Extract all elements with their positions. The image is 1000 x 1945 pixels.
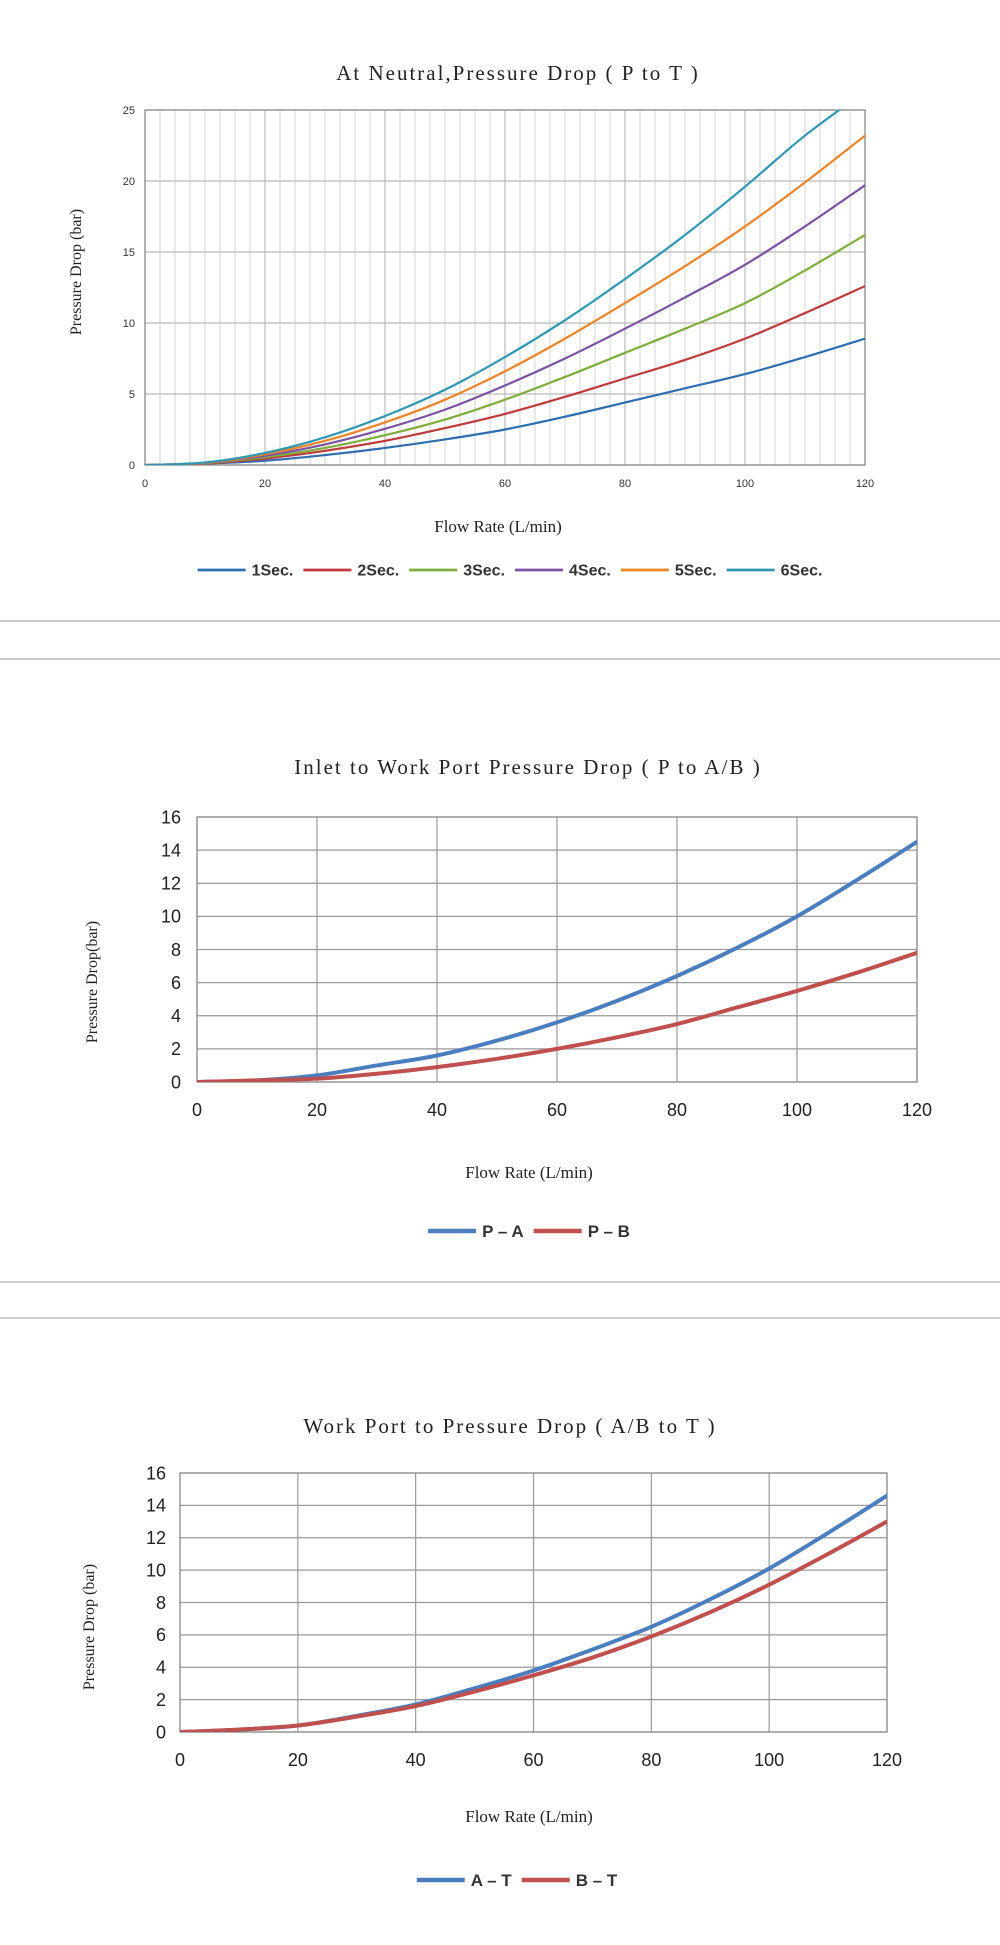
y-tick-label: 4 (171, 1006, 181, 1026)
series-line-3 (145, 233, 865, 465)
y-tick-label: 0 (156, 1722, 166, 1742)
x-tick-label: 100 (782, 1100, 812, 1120)
x-tick-label: 40 (379, 478, 391, 490)
x-tick-label: 20 (288, 1750, 308, 1770)
chart-title: Work Port to Pressure Drop ( A/B to T ) (303, 1414, 716, 1438)
y-tick-label: 12 (146, 1528, 166, 1548)
legend-label: 3Sec. (463, 563, 505, 580)
y-tick-label: 16 (161, 807, 181, 827)
legend-label: P – A (482, 1222, 524, 1241)
y-tick-label: 10 (146, 1560, 166, 1580)
y-axis-label: Pressure Drop (bar) (68, 209, 85, 335)
x-tick-label: 40 (406, 1750, 426, 1770)
x-tick-label: 0 (192, 1100, 202, 1120)
x-tick-label: 100 (736, 478, 754, 490)
y-tick-label: 10 (161, 907, 181, 927)
series-line-6 (145, 110, 842, 465)
y-tick-label: 0 (129, 460, 135, 472)
x-tick-label: 40 (427, 1100, 447, 1120)
x-tick-label: 20 (259, 478, 271, 490)
series-line-1 (197, 839, 917, 1082)
chart-title: Inlet to Work Port Pressure Drop ( P to … (294, 755, 761, 779)
x-tick-label: 60 (547, 1100, 567, 1120)
legend-label: 4Sec. (569, 563, 611, 580)
x-tick-label: 120 (902, 1100, 932, 1120)
legend-label: 2Sec. (357, 563, 399, 580)
y-tick-label: 6 (156, 1625, 166, 1645)
x-tick-label: 0 (175, 1750, 185, 1770)
y-axis-label: Pressure Drop(bar) (84, 921, 101, 1043)
y-tick-label: 10 (123, 318, 135, 330)
x-tick-label: 120 (856, 478, 874, 490)
x-tick-label: 60 (499, 478, 511, 490)
y-tick-label: 0 (171, 1072, 181, 1092)
y-tick-label: 8 (171, 940, 181, 960)
y-axis-label: Pressure Drop (bar) (81, 1564, 98, 1690)
y-tick-label: 2 (156, 1690, 166, 1710)
legend: 1Sec. 2Sec. 3Sec. 4Sec. 5Sec. 6Sec. (197, 563, 823, 580)
chart-inlet-to-work-port: Inlet to Work Port Pressure Drop ( P to … (84, 755, 932, 1241)
series-line-5 (145, 134, 865, 465)
series-line-4 (145, 184, 865, 465)
chart-work-port-to-tank: Work Port to Pressure Drop ( A/B to T ) … (81, 1414, 902, 1890)
y-tick-label: 14 (161, 840, 181, 860)
chart-title: At Neutral,Pressure Drop ( P to T ) (336, 61, 700, 85)
y-tick-label: 20 (123, 176, 135, 188)
legend-label: 5Sec. (675, 563, 717, 580)
x-axis-label: Flow Rate (L/min) (434, 517, 561, 536)
x-tick-label: 80 (619, 478, 631, 490)
y-tick-label: 14 (146, 1496, 166, 1516)
legend-label: 6Sec. (781, 563, 823, 580)
y-tick-label: 5 (129, 389, 135, 401)
x-tick-label: 60 (523, 1750, 543, 1770)
chart-neutral-pressure-drop: At Neutral,Pressure Drop ( P to T ) Flow… (68, 61, 874, 580)
y-tick-label: 6 (171, 973, 181, 993)
x-tick-label: 80 (641, 1750, 661, 1770)
series-line-2 (197, 950, 917, 1082)
plot-frame (179, 1472, 888, 1733)
x-tick-label: 0 (142, 478, 148, 490)
legend-label: 1Sec. (252, 563, 294, 580)
series-line-1 (145, 337, 865, 465)
y-tick-label: 12 (161, 874, 181, 894)
series-line-2 (145, 284, 865, 465)
y-tick-label: 15 (123, 247, 135, 259)
legend-label: P – B (588, 1222, 630, 1241)
legend-label: A – T (471, 1871, 513, 1890)
x-tick-label: 100 (754, 1750, 784, 1770)
x-tick-label: 80 (667, 1100, 687, 1120)
x-axis-label: Flow Rate (L/min) (465, 1163, 592, 1182)
y-tick-label: 8 (156, 1593, 166, 1613)
y-tick-label: 4 (156, 1658, 166, 1678)
y-tick-label: 2 (171, 1039, 181, 1059)
y-tick-label: 25 (123, 105, 135, 117)
series-line-2 (180, 1519, 887, 1732)
plot-frame (144, 109, 866, 466)
x-tick-label: 120 (872, 1750, 902, 1770)
legend-label: B – T (576, 1871, 618, 1890)
x-axis-label: Flow Rate (L/min) (465, 1807, 592, 1826)
y-tick-label: 16 (146, 1463, 166, 1483)
plot-frame (196, 816, 918, 1083)
x-tick-label: 20 (307, 1100, 327, 1120)
